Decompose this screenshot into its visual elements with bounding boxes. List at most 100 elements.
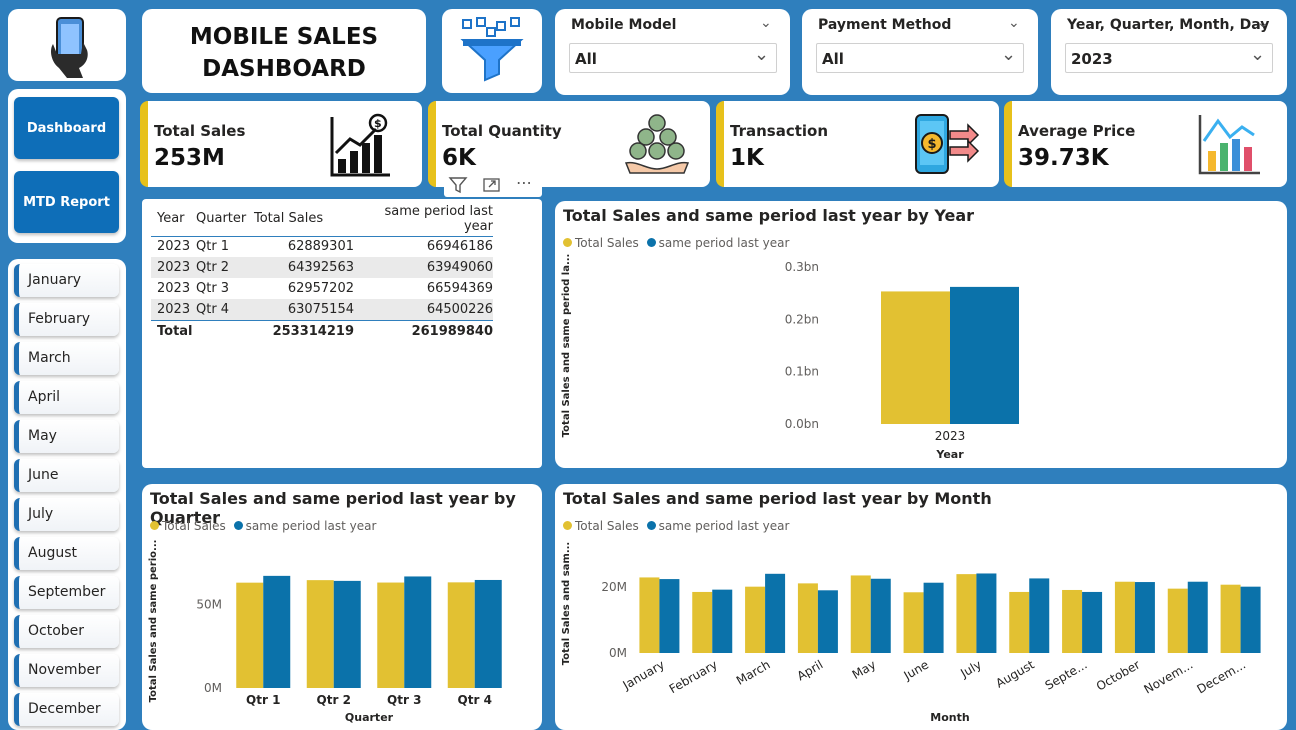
bar-last-year bbox=[870, 578, 891, 653]
slicer-dropdown[interactable]: All ⌄ bbox=[816, 43, 1024, 73]
kpi-label: Transaction bbox=[730, 122, 829, 140]
slicer-dropdown[interactable]: 2023 ⌄ bbox=[1065, 43, 1273, 73]
legend-dot-last-year bbox=[646, 521, 656, 530]
filter-icon[interactable] bbox=[448, 175, 468, 195]
month-item[interactable]: July bbox=[14, 498, 119, 531]
logo-card bbox=[8, 9, 126, 81]
slicer-value: All bbox=[822, 50, 844, 68]
bar-last-year bbox=[712, 589, 733, 653]
dashboard-button[interactable]: Dashboard bbox=[14, 97, 119, 159]
slicer-dropdown[interactable]: All ⌄ bbox=[569, 43, 777, 73]
chart-title: Total Sales and same period last year by… bbox=[150, 489, 516, 527]
month-item[interactable]: November bbox=[14, 654, 119, 687]
column-header[interactable]: Year bbox=[157, 211, 185, 227]
phone-hand-icon bbox=[51, 17, 88, 78]
month-item[interactable]: September bbox=[14, 576, 119, 609]
x-tick-label: April bbox=[795, 657, 826, 683]
mtd-report-button[interactable]: MTD Report bbox=[14, 171, 119, 233]
slicer-date-hierarchy[interactable]: Year, Quarter, Month, Day ⌄ 2023 ⌄ bbox=[1051, 9, 1287, 95]
title-card: MOBILE SALES DASHBOARD bbox=[142, 9, 426, 93]
bar-total-sales bbox=[797, 583, 818, 653]
chart-title: Total Sales and same period last year by… bbox=[563, 489, 992, 508]
x-tick-label: Septe... bbox=[1043, 657, 1090, 692]
chevron-down-icon[interactable]: ⌄ bbox=[1257, 15, 1269, 31]
slicer-payment-method[interactable]: Payment Method ⌄ All ⌄ bbox=[802, 9, 1038, 95]
bar-total-sales bbox=[903, 592, 924, 653]
table-cell: 66594369 bbox=[426, 281, 493, 296]
month-item[interactable]: April bbox=[14, 381, 119, 414]
legend-label: same period last year bbox=[245, 519, 377, 533]
month-item[interactable]: August bbox=[14, 537, 119, 570]
chart-by-month-card: Total Sales and same period last year by… bbox=[555, 484, 1287, 730]
more-options-icon[interactable]: ⋯ bbox=[516, 173, 533, 192]
bar-total-sales bbox=[377, 582, 405, 688]
table-cell: Qtr 4 bbox=[196, 301, 230, 317]
svg-text:$: $ bbox=[374, 117, 382, 130]
kpi-average-price: Average Price 39.73K bbox=[1004, 101, 1287, 187]
y-tick-label: 0M bbox=[609, 646, 627, 660]
x-axis-title: Month bbox=[930, 711, 969, 724]
legend-label: same period last year bbox=[658, 519, 790, 533]
x-axis-title: Year bbox=[935, 448, 964, 461]
x-tick-label: October bbox=[1094, 657, 1143, 693]
page-title-line2: DASHBOARD bbox=[202, 56, 366, 82]
x-tick-label: Decem... bbox=[1195, 657, 1249, 696]
table-cell: Qtr 1 bbox=[196, 239, 230, 255]
chevron-down-icon: ⌄ bbox=[1250, 44, 1266, 65]
legend-label: Total Sales bbox=[575, 236, 639, 250]
kpi-label: Average Price bbox=[1018, 122, 1136, 140]
bar-total-sales bbox=[639, 577, 660, 653]
table-cell: 66946186 bbox=[426, 239, 493, 255]
slicer-label: Mobile Model bbox=[571, 17, 677, 33]
table-cell: 64500226 bbox=[426, 301, 493, 317]
sales-table: Year Quarter Total Sales same period las… bbox=[151, 202, 493, 343]
bar-total-sales bbox=[1009, 591, 1030, 653]
bar-growth-icon bbox=[1198, 115, 1260, 175]
bar-total-sales bbox=[1167, 588, 1188, 653]
x-tick-label: Qtr 1 bbox=[246, 693, 280, 707]
month-item[interactable]: June bbox=[14, 459, 119, 492]
table-row: 2023 Qtr 3 62957202 66594369 bbox=[151, 278, 493, 299]
chevron-down-icon[interactable]: ⌄ bbox=[1008, 15, 1020, 31]
table-cell: 64392563 bbox=[287, 260, 354, 275]
slicer-mobile-model[interactable]: Mobile Model ⌄ All ⌄ bbox=[555, 9, 790, 95]
legend-dot-last-year bbox=[233, 521, 243, 530]
sales-table-card: Year Quarter Total Sales same period las… bbox=[142, 199, 542, 468]
total-last-year-cell: 261989840 bbox=[411, 324, 493, 340]
x-tick-label: March bbox=[734, 657, 773, 687]
bar-total-sales bbox=[956, 574, 977, 653]
month-item[interactable]: October bbox=[14, 615, 119, 648]
legend-label: Total Sales bbox=[162, 519, 226, 533]
table-row: 2023 Qtr 1 62889301 66946186 bbox=[151, 236, 493, 257]
focus-mode-icon[interactable] bbox=[482, 175, 502, 195]
filter-card[interactable] bbox=[442, 9, 542, 93]
legend-dot-total-sales bbox=[563, 521, 572, 530]
kpi-label: Total Sales bbox=[154, 122, 246, 140]
month-item[interactable]: January bbox=[14, 264, 119, 297]
kpi-transaction: Transaction 1K $ bbox=[716, 101, 999, 187]
chevron-down-icon[interactable]: ⌄ bbox=[760, 15, 772, 31]
funnel-icon bbox=[460, 17, 524, 82]
year-bar-chart: 0.0bn 0.1bn 0.2bn 0.3bn Total Sales and same… bbox=[561, 254, 1019, 461]
legend-dot-total-sales bbox=[150, 521, 159, 530]
mobile-payment-icon: $ bbox=[915, 114, 980, 174]
month-item[interactable]: December bbox=[14, 693, 119, 726]
y-axis-title: Total Sales and same period la... bbox=[561, 254, 572, 438]
month-item[interactable]: February bbox=[14, 303, 119, 336]
bar-total-sales bbox=[881, 291, 950, 424]
table-cell: Qtr 3 bbox=[196, 281, 230, 296]
column-header[interactable]: Quarter bbox=[196, 211, 247, 227]
month-item[interactable]: March bbox=[14, 342, 119, 375]
column-header[interactable]: Total Sales bbox=[254, 211, 324, 227]
y-tick-label: 0.0bn bbox=[785, 417, 819, 431]
table-cell: 63949060 bbox=[426, 260, 493, 275]
bar-last-year bbox=[1240, 586, 1261, 653]
chevron-down-icon: ⌄ bbox=[754, 44, 770, 65]
table-cell: 2023 bbox=[157, 281, 191, 296]
x-tick-label: Novem... bbox=[1142, 657, 1196, 696]
table-cell: 63075154 bbox=[287, 301, 354, 317]
bar-total-sales bbox=[850, 575, 871, 653]
month-item[interactable]: May bbox=[14, 420, 119, 453]
column-header[interactable]: same period last year bbox=[384, 203, 493, 234]
kpi-value: 6K bbox=[442, 145, 476, 171]
